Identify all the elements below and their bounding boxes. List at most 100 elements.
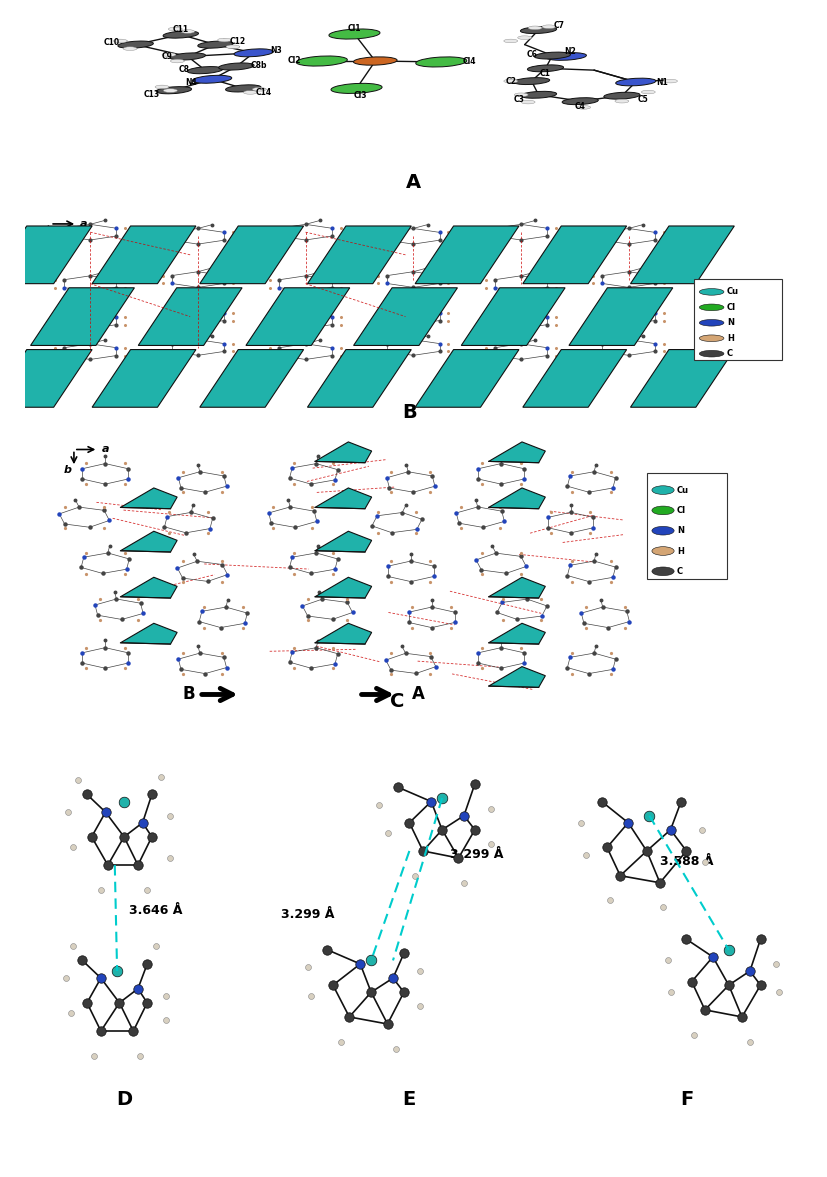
- Polygon shape: [315, 531, 371, 552]
- Ellipse shape: [296, 56, 347, 66]
- Ellipse shape: [520, 27, 557, 33]
- Text: N4: N4: [185, 79, 197, 87]
- Text: $\mathbf{B}$: $\mathbf{B}$: [182, 685, 195, 704]
- Polygon shape: [489, 666, 545, 687]
- Text: A: A: [406, 173, 421, 192]
- Polygon shape: [315, 624, 371, 644]
- Polygon shape: [415, 226, 519, 284]
- Polygon shape: [315, 577, 371, 598]
- Text: a: a: [102, 445, 109, 454]
- Circle shape: [170, 59, 184, 62]
- Polygon shape: [200, 226, 304, 284]
- Text: N2: N2: [564, 47, 576, 55]
- Polygon shape: [315, 488, 371, 508]
- Circle shape: [504, 39, 518, 42]
- Text: C14: C14: [256, 88, 272, 97]
- Polygon shape: [354, 288, 457, 346]
- Ellipse shape: [604, 92, 640, 99]
- Text: C: C: [677, 567, 683, 576]
- Text: 3.588 Å: 3.588 Å: [660, 856, 714, 869]
- Ellipse shape: [329, 29, 380, 39]
- Circle shape: [700, 319, 724, 326]
- Ellipse shape: [353, 56, 397, 65]
- Text: C5: C5: [638, 95, 648, 104]
- Circle shape: [514, 93, 528, 97]
- Ellipse shape: [520, 92, 557, 98]
- Text: C2: C2: [505, 77, 516, 86]
- Ellipse shape: [193, 75, 232, 84]
- Text: Cl2: Cl2: [287, 55, 301, 65]
- Text: Cl: Cl: [727, 302, 736, 312]
- Polygon shape: [523, 226, 627, 284]
- Text: a: a: [80, 219, 88, 228]
- Ellipse shape: [528, 65, 564, 72]
- Circle shape: [700, 288, 724, 295]
- Polygon shape: [489, 488, 545, 508]
- Circle shape: [652, 506, 674, 514]
- Circle shape: [155, 85, 169, 88]
- Polygon shape: [415, 350, 519, 407]
- Ellipse shape: [234, 49, 274, 56]
- Text: C7: C7: [554, 21, 565, 31]
- Text: $\mathbf{A}$: $\mathbf{A}$: [411, 685, 426, 704]
- Circle shape: [700, 304, 724, 311]
- Circle shape: [518, 35, 532, 40]
- Ellipse shape: [118, 41, 153, 48]
- Circle shape: [252, 87, 266, 91]
- Text: C1: C1: [540, 69, 551, 78]
- Polygon shape: [0, 226, 92, 284]
- Ellipse shape: [156, 87, 192, 94]
- Text: C3: C3: [514, 95, 524, 104]
- Ellipse shape: [170, 53, 205, 60]
- Polygon shape: [630, 226, 734, 284]
- Text: N1: N1: [657, 78, 668, 86]
- Ellipse shape: [218, 62, 254, 71]
- Text: C4: C4: [575, 102, 586, 111]
- Text: Cu: Cu: [727, 287, 739, 297]
- Ellipse shape: [534, 52, 571, 59]
- Text: C: C: [390, 692, 404, 711]
- Circle shape: [123, 47, 137, 51]
- Circle shape: [226, 45, 240, 48]
- Polygon shape: [0, 350, 92, 407]
- Polygon shape: [569, 288, 673, 346]
- Circle shape: [652, 546, 674, 556]
- Circle shape: [218, 38, 232, 42]
- Ellipse shape: [188, 67, 222, 74]
- Ellipse shape: [226, 85, 261, 92]
- Circle shape: [576, 106, 590, 109]
- Polygon shape: [630, 350, 734, 407]
- Ellipse shape: [546, 53, 586, 60]
- Polygon shape: [308, 226, 411, 284]
- Circle shape: [615, 99, 629, 104]
- Circle shape: [243, 91, 257, 94]
- Polygon shape: [121, 531, 177, 552]
- Polygon shape: [489, 577, 545, 598]
- Text: B: B: [402, 403, 417, 421]
- Text: D: D: [116, 1090, 132, 1109]
- Circle shape: [700, 335, 724, 341]
- Ellipse shape: [416, 56, 467, 67]
- Ellipse shape: [615, 78, 656, 86]
- Circle shape: [652, 486, 674, 494]
- Polygon shape: [461, 288, 565, 346]
- Polygon shape: [308, 350, 411, 407]
- FancyBboxPatch shape: [647, 472, 727, 579]
- Text: Cl3: Cl3: [353, 91, 366, 100]
- Text: Cl: Cl: [677, 506, 686, 514]
- Ellipse shape: [198, 41, 233, 48]
- Polygon shape: [138, 288, 242, 346]
- Text: C10: C10: [103, 39, 119, 47]
- Text: C: C: [727, 350, 733, 358]
- Text: Cl4: Cl4: [462, 56, 476, 66]
- Text: N3: N3: [270, 46, 282, 55]
- Text: F: F: [680, 1090, 693, 1109]
- Polygon shape: [121, 624, 177, 644]
- Text: C13: C13: [144, 89, 160, 99]
- Text: C11: C11: [173, 25, 189, 34]
- Circle shape: [113, 39, 127, 42]
- Ellipse shape: [331, 84, 382, 93]
- Circle shape: [162, 53, 176, 56]
- Circle shape: [521, 100, 535, 104]
- Circle shape: [168, 27, 182, 31]
